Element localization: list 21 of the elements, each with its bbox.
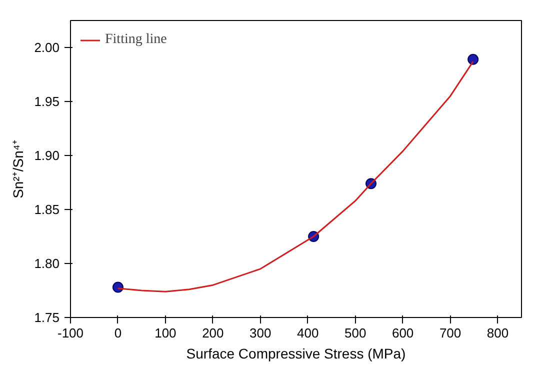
x-tick-label: 700 bbox=[439, 326, 462, 340]
x-tick-label: -100 bbox=[57, 326, 84, 340]
y-tick-label: 1.80 bbox=[34, 256, 60, 271]
y-tick-label: 1.75 bbox=[34, 310, 60, 325]
point bbox=[112, 282, 124, 293]
x-tick-label: 800 bbox=[486, 326, 509, 340]
x-tick-label: 100 bbox=[154, 326, 176, 340]
point bbox=[468, 54, 479, 65]
x-tick-label: 0 bbox=[114, 326, 122, 340]
x-axis-title: Surface Compressive Stress (MPa) bbox=[186, 346, 406, 362]
x-tick-label: 300 bbox=[250, 326, 272, 340]
x-tick-label: 600 bbox=[392, 326, 414, 340]
legend-label: Fitting line bbox=[105, 32, 167, 48]
y-tick-label: 2.00 bbox=[34, 40, 60, 55]
x-tick-label: 200 bbox=[202, 326, 224, 340]
y-tick-label: 1.90 bbox=[34, 148, 60, 163]
x-tick-label: 400 bbox=[297, 326, 319, 340]
x-tick-label: 500 bbox=[344, 326, 366, 340]
y-tick-label: 1.85 bbox=[34, 202, 60, 217]
y-tick-label: 1.95 bbox=[34, 94, 60, 109]
y-axis-title: Sn²⁺/Sn⁴⁺ bbox=[10, 140, 26, 198]
